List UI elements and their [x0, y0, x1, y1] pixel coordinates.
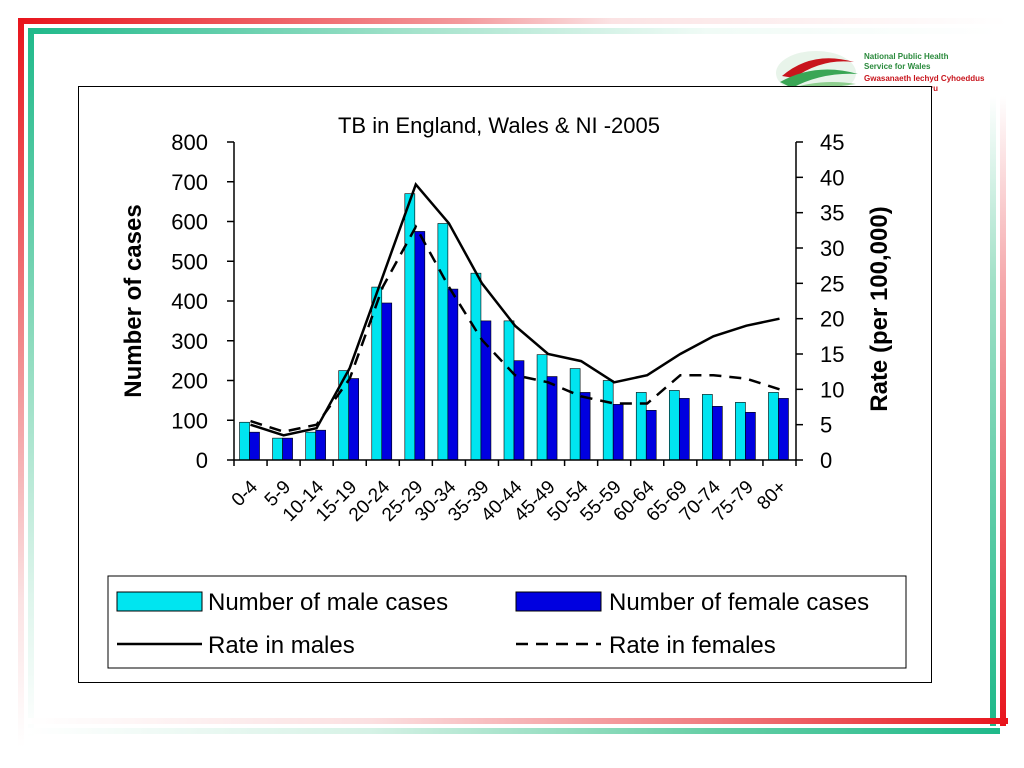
male-bar: [239, 421, 250, 461]
legend-male-label: Number of male cases: [208, 589, 448, 616]
female-bar: [612, 404, 624, 461]
y2-tick-label: 0: [820, 448, 832, 473]
female-bar: [381, 302, 393, 461]
female-bar: [447, 288, 459, 461]
male-bar: [668, 390, 680, 461]
female-bar: [414, 231, 426, 461]
y2-axis-title: Rate (per 100,000): [866, 206, 893, 411]
frame-top-green-bar: [28, 28, 998, 34]
male-bar: [768, 392, 779, 461]
y-tick-label: 300: [171, 329, 208, 354]
frame-right-red-bar: [1000, 96, 1006, 726]
frame-right-green-bar: [990, 96, 996, 726]
legend-female-swatch: [515, 591, 602, 612]
y2-tick-label: 35: [820, 201, 844, 226]
y-tick-label: 500: [171, 249, 208, 274]
logo-line-1: National Public Health: [864, 52, 949, 61]
x-tick-label: 0-4: [228, 476, 263, 511]
tb-chart: TB in England, Wales & NI -2005010020030…: [107, 113, 907, 669]
legend-male-swatch: [116, 591, 203, 612]
legend-box: [107, 575, 907, 669]
female-bar: [546, 376, 558, 461]
legend-female-rate-label: Rate in females: [609, 632, 776, 659]
y-tick-label: 0: [196, 448, 208, 473]
y-tick-label: 800: [171, 130, 208, 155]
chart-title: TB in England, Wales & NI -2005: [338, 113, 660, 138]
frame-left-green-bar: [28, 28, 34, 738]
male-bar: [503, 320, 515, 461]
y-tick-label: 400: [171, 289, 208, 314]
y2-tick-label: 15: [820, 342, 844, 367]
chart-container: TB in England, Wales & NI -2005 0 100 200 30…: [78, 86, 932, 683]
y2-tick-label: 45: [820, 130, 844, 155]
y2-tick-label: 20: [820, 307, 844, 332]
female-bar: [282, 437, 293, 461]
y-tick-label: 200: [171, 369, 208, 394]
male-bar: [536, 354, 548, 461]
y2-tick-label: 25: [820, 271, 844, 296]
female-bar: [315, 429, 326, 461]
y-axis-title: Number of cases: [120, 204, 147, 397]
female-bar: [712, 406, 723, 461]
male-rate-line: [250, 181, 780, 437]
frame-bottom-red-bar: [28, 718, 1008, 724]
legend-male-rate-label: Rate in males: [208, 632, 355, 659]
legend-female-label: Number of female cases: [609, 589, 869, 616]
y2-tick-label: 5: [820, 413, 832, 438]
male-bar: [735, 402, 746, 461]
y2-tick-label: 40: [820, 165, 844, 190]
y2-tick-label: 10: [820, 377, 844, 402]
female-bar: [249, 431, 260, 461]
y-tick-label: 600: [171, 210, 208, 235]
male-bar: [437, 223, 449, 461]
x-tick-label: 80+: [753, 477, 791, 515]
male-bar: [305, 431, 316, 461]
female-bar: [579, 392, 591, 461]
y-tick-label: 100: [171, 408, 208, 433]
y2-tick-label: 30: [820, 236, 844, 261]
female-bar: [778, 398, 789, 461]
logo-line-4: ru: [930, 84, 938, 93]
female-bar: [745, 411, 756, 461]
male-bar: [272, 437, 283, 461]
male-bar: [569, 368, 581, 461]
male-bar: [602, 380, 614, 461]
male-bar: [702, 394, 713, 461]
male-bar: [470, 272, 482, 461]
frame-left-red-bar: [18, 18, 24, 748]
nphs-logo: National Public Health Service for Wales…: [772, 48, 1002, 98]
female-bar: [348, 378, 360, 461]
y-tick-label: 700: [171, 170, 208, 195]
female-bar: [678, 398, 690, 461]
male-bar: [371, 286, 383, 461]
logo-line-3: Gwasanaeth Iechyd Cyhoeddus: [864, 74, 985, 83]
frame-top-red-bar: [18, 18, 1008, 24]
frame-bottom-green-bar: [28, 728, 1000, 734]
female-bar: [645, 410, 657, 461]
logo-line-2: Service for Wales: [864, 62, 931, 71]
female-rate-line: [250, 224, 780, 433]
